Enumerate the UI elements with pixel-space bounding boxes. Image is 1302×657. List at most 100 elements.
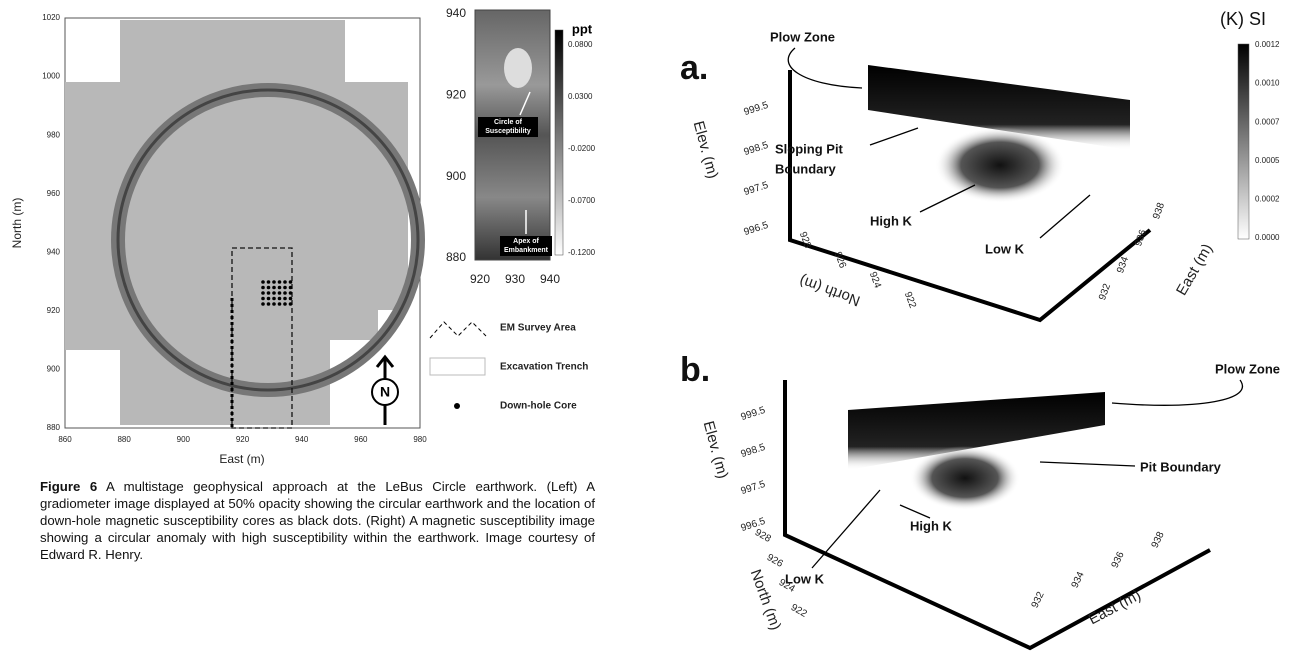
core-dot	[267, 286, 271, 290]
legend-symbol	[430, 358, 485, 375]
caption: Figure 6 A multistage geophysical approa…	[40, 478, 595, 563]
y-tick-label: 880	[47, 423, 61, 432]
elev-tick-label: 998.5	[743, 140, 771, 158]
colorbar-tick-label: -0.0700	[568, 196, 596, 205]
annotation: Pit Boundary	[1140, 459, 1222, 474]
axis-label: East (m)	[1086, 587, 1144, 629]
colorbar	[555, 30, 563, 255]
y-tick-label: 900	[47, 365, 61, 374]
colorbar	[1238, 44, 1249, 239]
colorbar-tick-label: 0.0010	[1255, 79, 1280, 88]
core-dot	[272, 297, 276, 301]
x-tick-label: 920	[236, 435, 250, 444]
axis-label: East (m)	[1173, 241, 1216, 299]
x-tick-label: 880	[117, 435, 131, 444]
core-dot	[261, 280, 265, 284]
elev-tick-label: 999.5	[743, 100, 771, 118]
legend-symbol	[454, 403, 460, 409]
legend-label: EM Survey Area	[500, 323, 576, 334]
elev-tick-label: 999.5	[740, 405, 768, 423]
east-tick-label: 936	[1110, 550, 1127, 570]
high-k	[935, 127, 1065, 203]
core-dot	[267, 280, 271, 284]
core-dot	[267, 291, 271, 295]
annotation: Plow Zone	[770, 29, 835, 44]
x-axis-label: East (m)	[219, 452, 264, 466]
y-axis-label: North (m)	[10, 198, 24, 249]
core-dot	[261, 291, 265, 295]
core-dot	[272, 291, 276, 295]
annotation-arrow	[900, 505, 930, 518]
legend-label: Excavation Trench	[500, 362, 588, 373]
x-tick-label: 920	[470, 272, 490, 286]
colorbar-tick-label: -0.0200	[568, 144, 596, 153]
axis-label: Elev. (m)	[690, 119, 722, 180]
core-dot	[278, 302, 282, 306]
y-tick-label: 1020	[42, 13, 60, 22]
y-tick-label: 940	[47, 247, 61, 256]
core-dot	[272, 280, 276, 284]
colorbar-tick-label: 0.0007	[1255, 117, 1280, 126]
core-dot	[267, 302, 271, 306]
north-tick-label: 922	[789, 602, 809, 620]
core-dot	[278, 286, 282, 290]
y-tick-label: 920	[446, 88, 466, 102]
y-tick-label: 1000	[42, 72, 60, 81]
colorbar-tick-label: 0.0000	[1255, 233, 1280, 242]
annotation: Embankment	[504, 247, 549, 254]
x-tick-label: 940	[295, 435, 309, 444]
core-dot	[267, 297, 271, 301]
core-dot	[289, 291, 293, 295]
core-dot	[261, 286, 265, 290]
annotation: High K	[870, 213, 912, 228]
annotation: Low K	[985, 241, 1025, 256]
page: {"left_map": {"y_ticks": ["1020", "1000"…	[0, 0, 1302, 657]
legend: EM Survey Area Excavation Trench Down-ho…	[430, 322, 588, 412]
annotation-arrow	[788, 48, 862, 88]
colorbar-tick-label: 0.0012	[1255, 40, 1280, 49]
north-tick-label: 926	[832, 250, 848, 270]
colorbar-tick-label: 0.0300	[568, 92, 593, 101]
north-tick-label: 926	[765, 552, 785, 570]
panel-label: b.	[680, 351, 710, 389]
core-dot	[272, 302, 276, 306]
y-tick-label: 900	[446, 169, 466, 183]
annotation: High K	[910, 518, 952, 533]
gradiometer-map: N East (m) North (m)	[10, 18, 420, 466]
elev-tick-label: 997.5	[743, 180, 771, 198]
x-tick-label: 900	[177, 435, 191, 444]
panel-a: a. Elev. (m) North (m) East (m) Plow Zon…	[680, 29, 1216, 320]
caption-text: A multistage geophysical approach at the…	[40, 479, 595, 562]
core-dot	[283, 286, 287, 290]
x-tick-label: 930	[505, 272, 525, 286]
x-tick-label: 860	[58, 435, 72, 444]
x-tick-label: 980	[413, 435, 427, 444]
east-tick-label: 938	[1150, 530, 1167, 550]
core-dot	[261, 297, 265, 301]
core-dot	[283, 291, 287, 295]
inset-anomaly	[504, 48, 532, 88]
axis-label: Elev. (m)	[700, 419, 732, 480]
colorbar-tick-label: 0.0005	[1255, 156, 1280, 165]
north-tick-label: 924	[867, 270, 883, 290]
elev-tick-label: 997.5	[740, 479, 768, 497]
annotation: Susceptibility	[485, 128, 531, 135]
core-dot	[261, 302, 265, 306]
east-tick-label: 934	[1070, 570, 1087, 590]
y-tick-label: 980	[47, 130, 61, 139]
core-dot	[283, 302, 287, 306]
x-tick-label: 960	[354, 435, 368, 444]
axis-label: North (m)	[797, 272, 862, 310]
east-tick-label: 932	[1030, 590, 1047, 610]
annotation: Apex of	[513, 238, 539, 245]
north-tick-label: 928	[753, 527, 773, 545]
annotation: Circle of	[494, 119, 523, 126]
colorbar-title: ppt	[572, 21, 593, 36]
colorbar-tick-label: -0.1200	[568, 248, 596, 257]
core-dot	[283, 280, 287, 284]
east-tick-label: 932	[1097, 282, 1113, 302]
core-dot	[289, 280, 293, 284]
annotation-arrow	[812, 490, 880, 568]
elev-tick-label: 996.5	[743, 220, 771, 238]
core-dot	[278, 291, 282, 295]
